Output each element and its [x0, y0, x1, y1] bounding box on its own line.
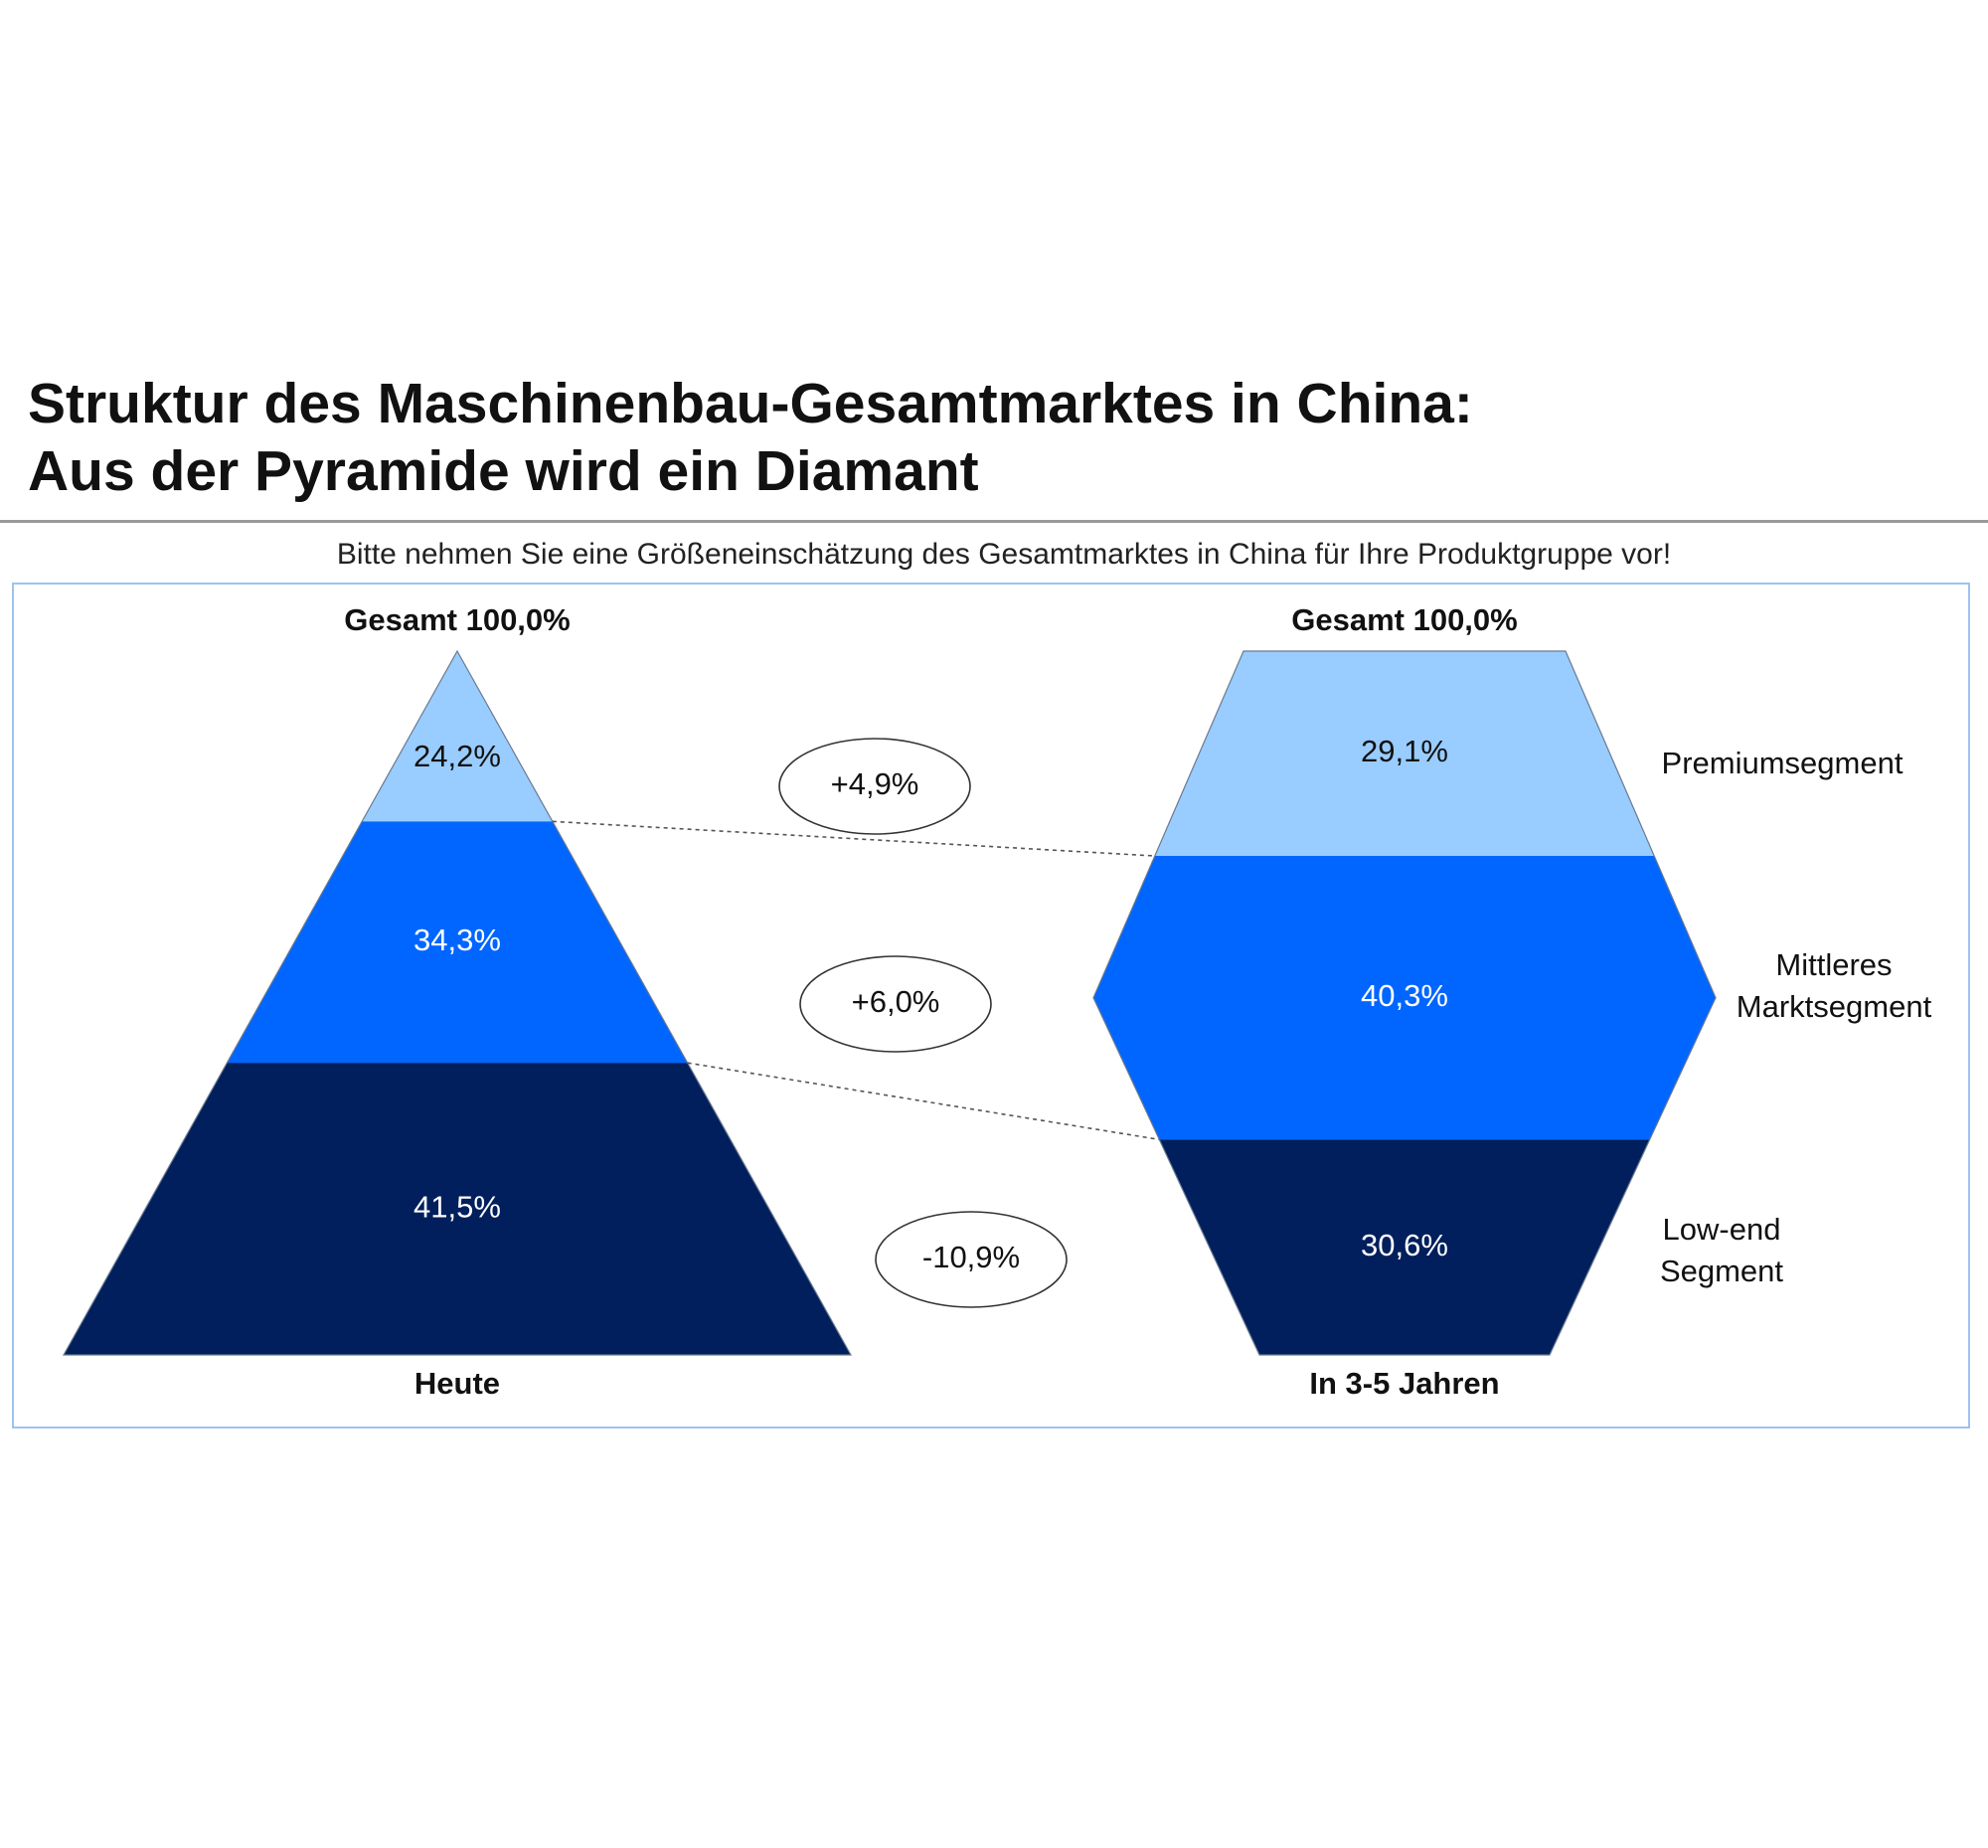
diamond-value-label: 40,3% [1361, 978, 1448, 1013]
segment-name-label: Marktsegment [1737, 989, 1932, 1024]
change-value-label: +6,0% [852, 984, 940, 1019]
pyramid-segment-lowend [64, 1063, 851, 1355]
title-line-2: Aus der Pyramide wird ein Diamant [28, 439, 979, 503]
change-value-label: -10,9% [922, 1240, 1020, 1274]
diamond-total-label: Gesamt 100,0% [1291, 602, 1517, 637]
segment-connector-line [687, 1062, 1160, 1141]
pyramid-value-label: 41,5% [414, 1189, 501, 1224]
pyramid-value-label: 34,3% [414, 923, 501, 957]
segment-name-label: Low-end [1663, 1212, 1781, 1247]
segment-name-label: Premiumsegment [1662, 746, 1904, 780]
diamond-segment-lowend [1159, 1139, 1650, 1355]
segment-name-label: Segment [1660, 1254, 1783, 1288]
title-divider [0, 520, 1988, 523]
diamond-outline [1092, 650, 1717, 1356]
diamond-segment-premium [1154, 651, 1655, 857]
change-ellipse [875, 1211, 1068, 1308]
segment-connector-line [552, 820, 1155, 857]
change-value-label: +4,9% [831, 766, 919, 801]
diamond-value-label: 29,1% [1361, 734, 1448, 768]
instruction-text: Bitte nehmen Sie eine Größeneinschätzung… [336, 538, 1672, 571]
segment-name-label: Mittleres [1775, 947, 1892, 982]
pyramid-value-label: 24,2% [414, 739, 501, 773]
chart-frame [12, 583, 1970, 1428]
diamond-segment-middle [1093, 856, 1716, 1140]
page-title: Struktur des Maschinenbau-Gesamtmarktes … [28, 370, 1473, 505]
pyramid-time-label: Heute [414, 1366, 500, 1401]
pyramid-segment-premium [362, 651, 553, 822]
change-ellipse [778, 738, 971, 835]
diamond-value-label: 30,6% [1361, 1228, 1448, 1262]
title-line-1: Struktur des Maschinenbau-Gesamtmarktes … [28, 372, 1473, 435]
pyramid-segment-middle [227, 821, 688, 1064]
change-ellipse [799, 955, 992, 1053]
pyramid-total-label: Gesamt 100,0% [344, 602, 570, 637]
diamond-time-label: In 3-5 Jahren [1309, 1366, 1499, 1401]
pyramid-outline [62, 649, 853, 1356]
